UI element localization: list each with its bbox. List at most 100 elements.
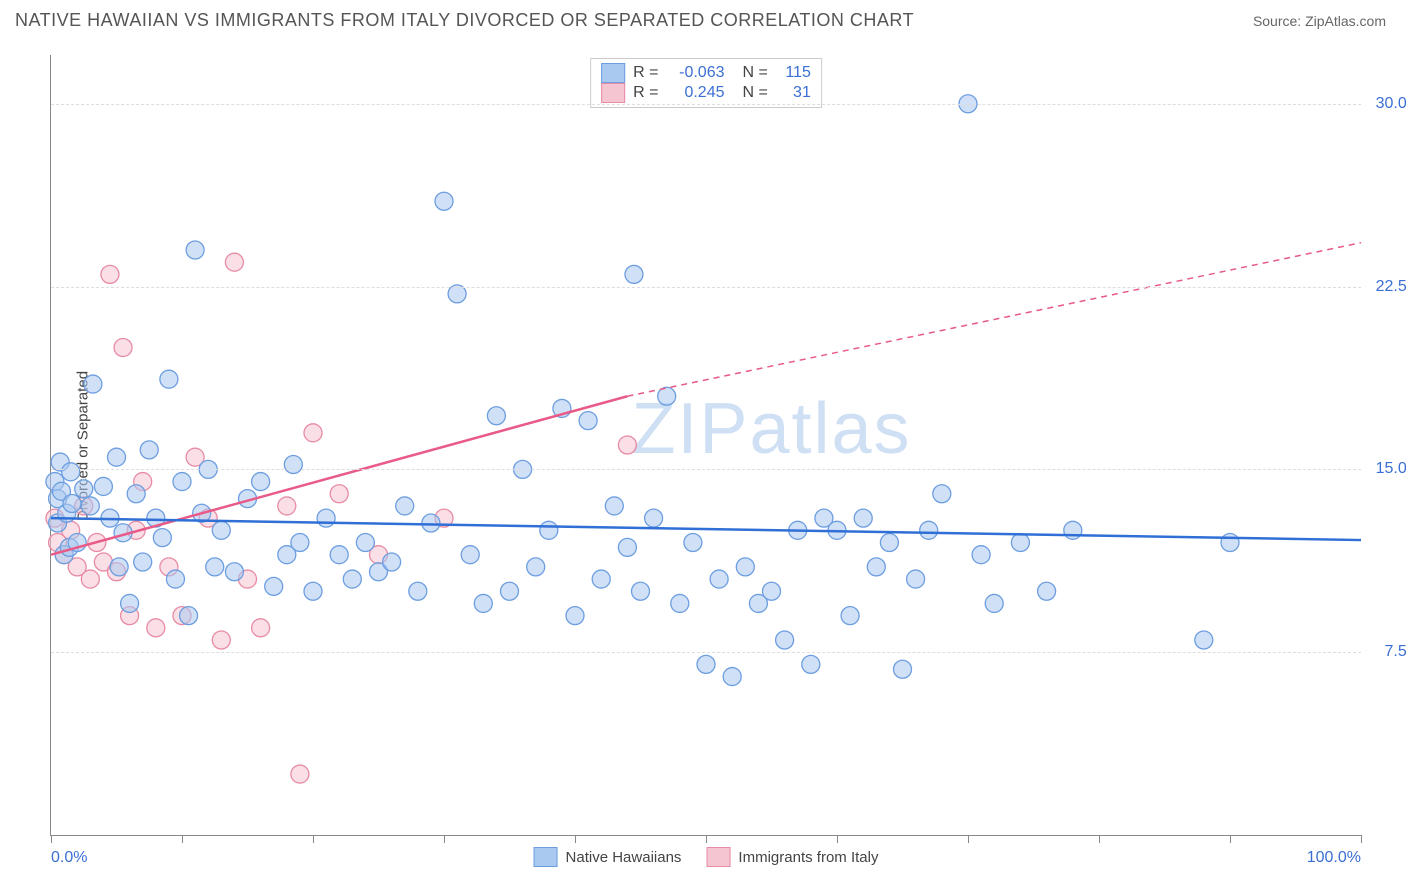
scatter-point [173,473,191,491]
scatter-point [880,534,898,552]
scatter-point [212,521,230,539]
scatter-point [110,558,128,576]
scatter-point [605,497,623,515]
scatter-point [736,558,754,576]
correlation-legend: R = -0.063 N = 115 R = 0.245 N = 31 [590,58,822,108]
scatter-point [972,546,990,564]
scatter-point [907,570,925,588]
scatter-point [121,594,139,612]
scatter-point [618,436,636,454]
y-tick-label: 7.5% [1385,643,1406,661]
scatter-point [776,631,794,649]
x-tick-label: 0.0% [51,849,87,867]
scatter-point [501,582,519,600]
scatter-point [435,192,453,210]
scatter-point [723,668,741,686]
legend-n-value: 115 [776,64,811,82]
scatter-point [645,509,663,527]
legend-swatch [601,83,625,103]
legend-series-name: Native Hawaiians [566,849,682,866]
scatter-point [304,424,322,442]
scatter-point [284,456,302,474]
scatter-point [448,285,466,303]
scatter-point [920,521,938,539]
y-tick-label: 30.0% [1376,95,1406,113]
scatter-point [1064,521,1082,539]
scatter-point [153,529,171,547]
legend-n-label: N = [743,64,768,82]
legend-stat-row: R = 0.245 N = 31 [601,83,811,103]
scatter-point [265,577,283,595]
x-tick [1230,835,1231,843]
legend-n-value: 31 [776,84,811,102]
scatter-point [84,375,102,393]
scatter-point [566,607,584,625]
scatter-point [1038,582,1056,600]
legend-n-label: N = [743,84,768,102]
scatter-point [985,594,1003,612]
scatter-point [81,497,99,515]
x-tick [444,835,445,843]
scatter-point [802,655,820,673]
scatter-point [540,521,558,539]
gridline [51,469,1361,470]
x-tick [51,835,52,843]
scatter-point [343,570,361,588]
scatter-point [422,514,440,532]
scatter-point [330,546,348,564]
legend-r-label: R = [633,84,658,102]
scatter-point [396,497,414,515]
scatter-point [618,538,636,556]
scatter-point [63,495,81,513]
scatter-point [114,339,132,357]
scatter-point [94,477,112,495]
scatter-point [579,412,597,430]
scatter-point [763,582,781,600]
scatter-point [160,370,178,388]
y-tick-label: 15.0% [1376,460,1406,478]
scatter-point [62,463,80,481]
legend-r-value: 0.245 [667,84,725,102]
scatter-point [304,582,322,600]
scatter-point [356,534,374,552]
scatter-point [252,619,270,637]
scatter-point [409,582,427,600]
scatter-point [487,407,505,425]
scatter-point [1195,631,1213,649]
scatter-point [225,563,243,581]
scatter-point [710,570,728,588]
scatter-point [1221,534,1239,552]
legend-r-label: R = [633,64,658,82]
x-tick [837,835,838,843]
scatter-point [527,558,545,576]
source-link[interactable]: Source: ZipAtlas.com [1253,13,1386,29]
scatter-point [867,558,885,576]
gridline [51,287,1361,288]
legend-series-item: Immigrants from Italy [706,847,878,867]
scatter-point [75,480,93,498]
scatter-point [383,553,401,571]
gridline [51,104,1361,105]
legend-swatch [601,63,625,83]
scatter-point [212,631,230,649]
scatter-point [81,570,99,588]
legend-r-value: -0.063 [667,64,725,82]
scatter-point [186,241,204,259]
scatter-point [108,448,126,466]
x-tick [1099,835,1100,843]
scatter-point [317,509,335,527]
scatter-point [632,582,650,600]
scatter-point [166,570,184,588]
scatter-point [474,594,492,612]
chart-title: NATIVE HAWAIIAN VS IMMIGRANTS FROM ITALY… [15,10,914,31]
scatter-point [933,485,951,503]
x-tick [182,835,183,843]
scatter-point [206,558,224,576]
scatter-point [625,265,643,283]
scatter-point [147,619,165,637]
scatter-point [330,485,348,503]
scatter-point [134,553,152,571]
scatter-point [592,570,610,588]
legend-swatch [706,847,730,867]
scatter-point [127,485,145,503]
